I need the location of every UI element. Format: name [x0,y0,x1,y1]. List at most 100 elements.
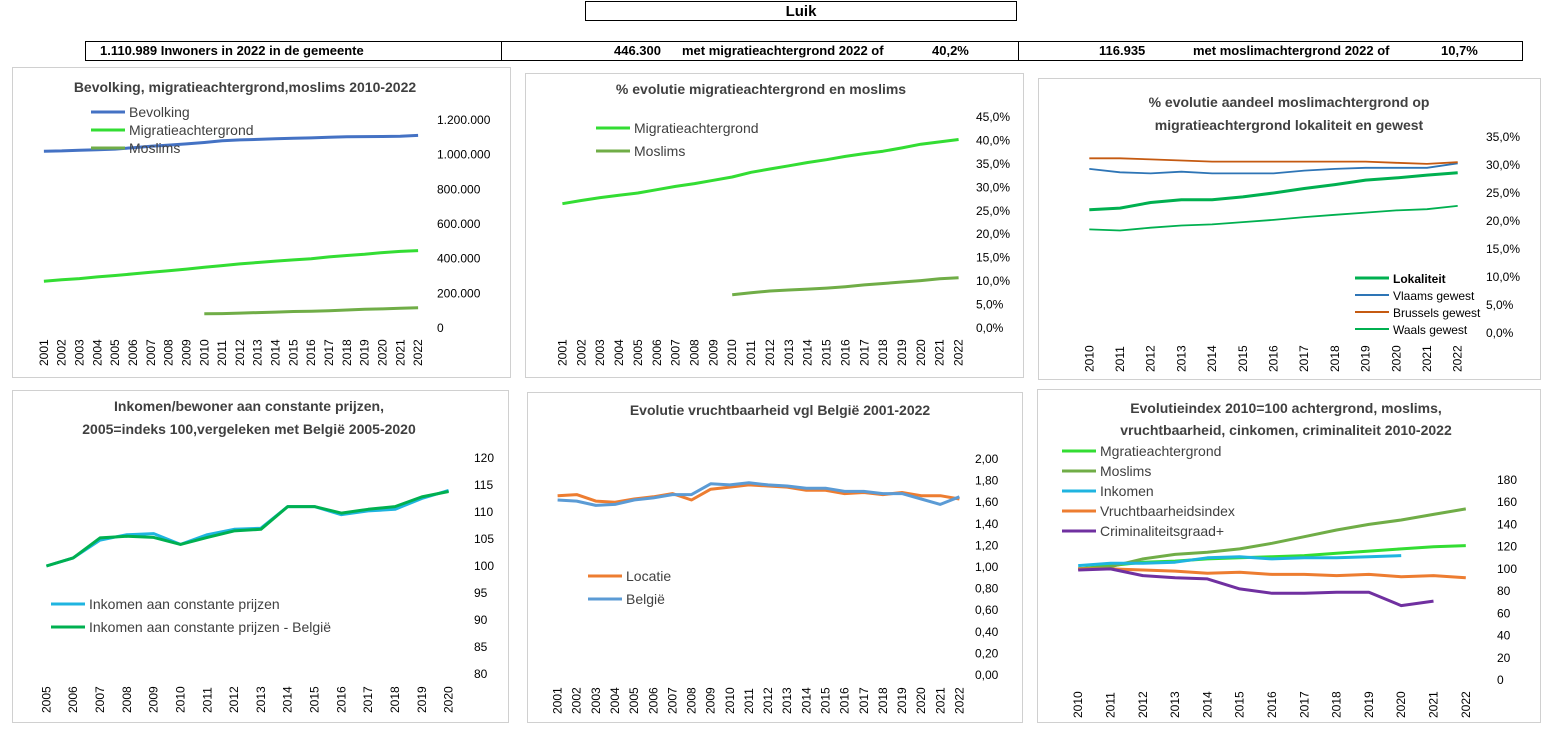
x-tick-label: 2009 [179,339,193,366]
x-tick-label: 2007 [669,339,683,366]
legend-label: Vlaams gewest [1393,289,1475,303]
y-tick-label: 120 [1497,540,1517,554]
y-tick-label: 1,00 [975,560,999,574]
x-tick-label: 2008 [120,686,134,713]
y-tick-label: 1,20 [975,538,999,552]
y-tick-label: 0 [437,321,444,335]
summary-muslim: 116.935 met moslimachtergrond 2022 of 10… [1018,41,1523,61]
y-tick-label: 20,0% [976,227,1010,241]
y-tick-label: 1,40 [975,517,999,531]
x-tick-label: 2015 [308,686,322,713]
y-tick-label: 1,60 [975,495,999,509]
y-tick-label: 20 [1497,651,1511,665]
x-tick-label: 2021 [1420,345,1434,372]
series-line-1 [1089,171,1458,212]
x-tick-label: 2019 [895,687,909,714]
y-tick-label: 80 [474,667,488,681]
x-tick-label: 2022 [952,687,966,714]
x-tick-label: 2013 [780,687,794,714]
migration-count: 446.300 [614,43,661,58]
x-tick-label: 2019 [895,339,909,366]
x-tick-label: 2021 [393,339,407,366]
y-tick-label: 15,0% [1486,242,1520,256]
series-line-5 [1078,567,1434,608]
series-line-2 [1089,162,1458,175]
x-tick-label: 2010 [1082,345,1096,372]
y-tick-label: 2,00 [975,452,999,466]
chart-panel-evolution-pct: % evolutie migratieachtergrond en moslim… [525,73,1024,378]
x-tick-label: 2022 [411,339,425,366]
x-tick-label: 2016 [838,687,852,714]
x-tick-label: 2018 [1328,345,1342,372]
x-tick-label: 2005 [108,339,122,366]
x-tick-label: 2005 [631,339,645,366]
x-tick-label: 2011 [1103,692,1117,718]
y-tick-label: 0,0% [976,321,1004,335]
x-tick-label: 2004 [612,339,626,366]
x-tick-label: 2010 [197,339,211,366]
y-tick-label: 1,80 [975,474,999,488]
x-tick-label: 2014 [1205,345,1219,372]
y-tick-label: 25,0% [1486,186,1520,200]
x-tick-label: 2015 [1236,345,1250,372]
series-line-4 [1089,205,1458,232]
x-tick-label: 2016 [1267,345,1281,372]
x-tick-label: 2013 [251,339,265,366]
y-tick-label: 0,0% [1486,326,1514,340]
x-tick-label: 2020 [442,686,456,713]
population-text: 1.110.989 Inwoners in 2022 in de gemeent… [100,43,364,58]
x-tick-label: 2010 [1071,691,1085,718]
y-tick-label: 5,0% [976,298,1004,312]
y-tick-label: 120 [474,451,494,465]
muslim-count: 116.935 [1099,43,1146,58]
y-tick-label: 60 [1497,606,1511,620]
x-tick-label: 2016 [304,339,318,366]
legend-label: Waals gewest [1393,323,1468,337]
y-tick-label: 100 [474,559,494,573]
x-tick-label: 2012 [1144,345,1158,372]
x-tick-label: 2021 [933,339,947,366]
x-tick-label: 2019 [1362,691,1376,718]
legend-label: Migratieachtergrond [634,120,759,136]
x-tick-label: 2003 [589,687,603,714]
y-tick-label: 30,0% [976,180,1010,194]
x-tick-label: 2013 [254,686,268,713]
x-tick-label: 2009 [147,686,161,713]
series-line-1 [1078,544,1466,571]
series-line-4 [1078,567,1466,580]
x-tick-label: 2018 [1330,691,1344,718]
legend-label: Locatie [626,568,671,584]
x-tick-label: 2007 [665,687,679,714]
x-tick-label: 2017 [361,686,375,713]
y-tick-label: 10,0% [976,274,1010,288]
x-tick-label: 2001 [37,339,51,366]
y-tick-label: 0,40 [975,625,999,639]
x-tick-label: 2012 [761,687,775,714]
x-tick-label: 2016 [334,686,348,713]
x-tick-label: 2006 [126,339,140,366]
y-tick-label: 30,0% [1486,158,1520,172]
summary-population: 1.110.989 Inwoners in 2022 in de gemeent… [85,41,502,61]
x-tick-label: 2020 [1394,691,1408,718]
x-tick-label: 2022 [952,339,966,366]
y-tick-label: 25,0% [976,204,1010,218]
x-tick-label: 2019 [358,339,372,366]
x-tick-label: 2014 [1200,691,1214,718]
x-tick-label: 2005 [627,687,641,714]
x-tick-label: 2012 [227,686,241,713]
page-title: Luik [585,1,1017,21]
x-tick-label: 2017 [857,687,871,714]
x-tick-label: 2016 [838,339,852,366]
x-tick-label: 2010 [723,687,737,714]
x-tick-label: 2011 [742,688,756,714]
x-tick-label: 2001 [551,687,565,714]
x-tick-label: 2014 [799,687,813,714]
y-tick-label: 105 [474,532,494,546]
legend-label: Bevolking [129,104,190,120]
y-tick-label: 0 [1497,673,1504,687]
y-tick-label: 95 [474,586,488,600]
x-tick-label: 2020 [1389,345,1403,372]
y-tick-label: 45,0% [976,110,1010,124]
y-tick-label: 140 [1497,517,1517,531]
y-tick-label: 800.000 [437,182,481,196]
